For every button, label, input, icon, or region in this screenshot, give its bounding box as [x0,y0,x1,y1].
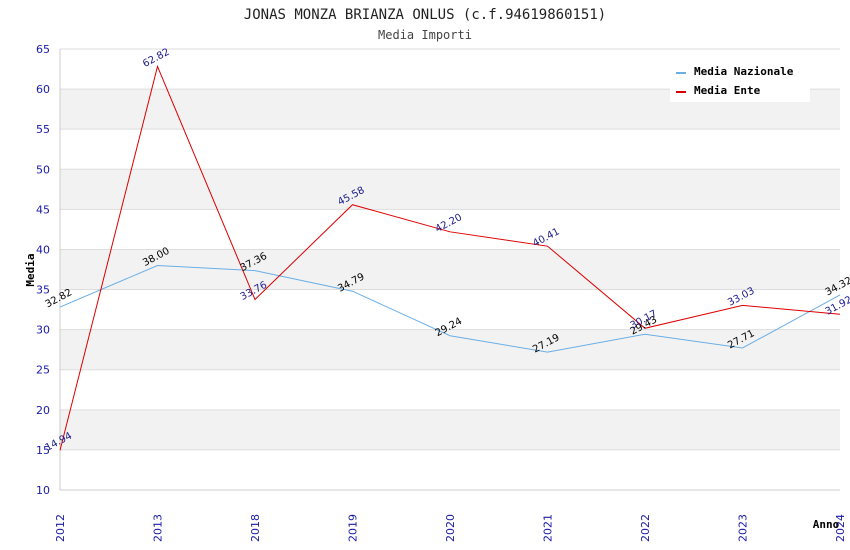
series-lines [59,64,841,451]
x-tick-label: 2023 [737,514,750,542]
grid-band [60,329,840,370]
y-tick-label: 25 [36,364,50,377]
grid-band [60,169,840,210]
legend-box [670,58,810,102]
y-tick-label: 55 [36,123,50,136]
x-tick-label: 2021 [542,514,555,542]
y-tick-label: 60 [36,83,50,96]
y-tick-label: 10 [36,484,50,497]
y-tick-labels: 10 15 20 25 30 35 40 45 50 55 60 65 [36,43,50,497]
x-tick-label: 2022 [639,514,652,542]
grid-band [60,249,840,290]
grid-lines [60,48,840,491]
y-axis-label: Media [24,253,37,286]
x-tick-label: 2012 [54,514,67,542]
y-tick-label: 20 [36,404,50,417]
x-tick-labels: 2012 2013 2018 2019 2020 2021 2022 2023 2024 [54,514,847,542]
grid-band [60,409,840,450]
y-tick-label: 40 [36,243,50,256]
y-tick-label: 50 [36,163,50,176]
x-tick-label: 2019 [347,514,360,542]
grid-bands [60,89,840,450]
series-line-nazionale [59,264,841,353]
axes [59,49,840,491]
x-tick-label: 2013 [152,514,165,542]
y-tick-label: 65 [36,43,50,56]
series-line-ente [59,64,841,451]
y-tick-label: 35 [36,284,50,297]
chart-title: JONAS MONZA BRIANZA ONLUS (c.f.946198601… [244,7,606,23]
legend: Media Nazionale Media Ente [670,58,810,102]
y-tick-label: 15 [36,444,50,457]
legend-label-ente: Media Ente [694,84,761,97]
chart-subtitle: Media Importi [378,28,472,42]
y-tick-label: 45 [36,203,50,216]
x-axis-label: Anno [813,518,840,531]
y-tick-label: 30 [36,324,50,337]
x-tick-label: 2020 [444,514,457,542]
x-tick-label: 2024 [834,514,847,542]
x-tick-label: 2018 [249,514,262,542]
legend-label-nazionale: Media Nazionale [694,65,794,78]
data-label: 62.82 [141,47,171,70]
